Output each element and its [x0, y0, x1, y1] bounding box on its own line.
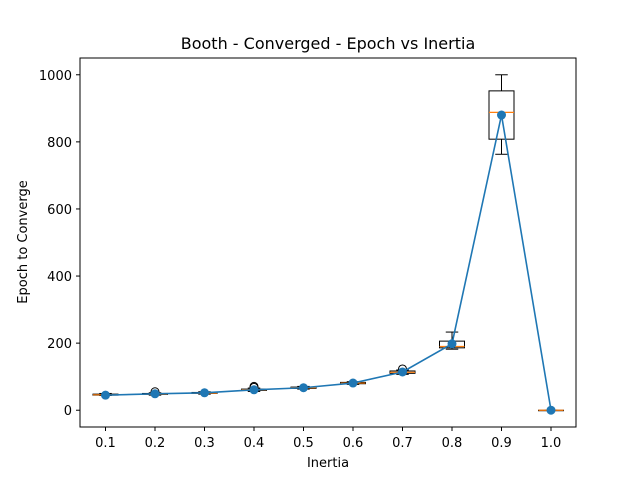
x-tick-label: 1.0	[541, 436, 562, 451]
plot-frame	[79, 57, 577, 428]
x-tick-label: 0.2	[145, 436, 166, 451]
x-tick-label: 0.1	[95, 436, 116, 451]
data-point	[348, 378, 358, 388]
y-tick-label: 200	[47, 337, 72, 352]
y-tick-label: 0	[64, 404, 72, 419]
data-point	[249, 385, 259, 395]
x-tick-label: 0.5	[293, 436, 314, 451]
data-point	[546, 405, 556, 415]
y-tick-label: 800	[47, 136, 72, 151]
y-axis-label: Epoch to Converge	[16, 180, 31, 303]
data-point	[447, 339, 457, 349]
y-tick-label: 400	[47, 270, 72, 285]
data-point	[200, 388, 209, 398]
x-axis-label: Inertia	[307, 456, 349, 471]
data-point	[299, 383, 308, 393]
y-tick-label: 600	[47, 203, 72, 218]
x-tick-label: 0.9	[491, 436, 512, 451]
data-point	[101, 390, 110, 400]
x-tick-label: 0.7	[392, 436, 413, 451]
x-tick-label: 0.4	[244, 436, 265, 451]
plot-area	[92, 74, 564, 415]
series-line-0	[105, 114, 552, 411]
data-point	[398, 367, 407, 377]
data-point	[150, 389, 160, 399]
data-point	[497, 110, 506, 120]
y-tick-label: 1000	[39, 69, 72, 84]
chart-title: Booth - Converged - Epoch vs Inertia	[181, 34, 476, 53]
x-tick-label: 0.3	[194, 436, 215, 451]
box	[488, 90, 515, 140]
x-tick-label: 0.6	[343, 436, 364, 451]
x-tick-label: 0.8	[442, 436, 463, 451]
